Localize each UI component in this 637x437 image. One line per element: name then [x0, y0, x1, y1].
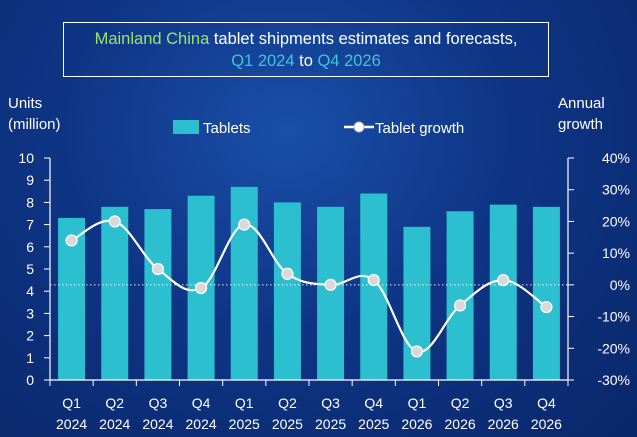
x-label-year: 2024 [99, 416, 130, 432]
growth-point-q2-2024 [108, 215, 121, 228]
x-label-quarter: Q4 [537, 395, 556, 411]
x-label-quarter: Q1 [408, 395, 427, 411]
bar-q4-2026 [532, 206, 560, 380]
right-tick-label: -30% [597, 372, 630, 388]
legend-line-label: Tablet growth [375, 120, 464, 137]
title-period-end: Q4 2026 [317, 52, 381, 70]
x-label-year: 2026 [445, 416, 476, 432]
x-label-quarter: Q2 [105, 395, 124, 411]
bar-q3-2024 [144, 209, 172, 380]
legend-bar-label: Tablets [203, 120, 251, 137]
axes: 0 1 2 3 4 5 6 7 8 9 10 -30% -20% -10% 0% 10% 20% 30% 40% [18, 150, 630, 388]
left-tick-label: 10 [18, 150, 34, 166]
x-label-quarter: Q2 [278, 395, 297, 411]
legend-line-marker [353, 121, 365, 133]
title-highlight-region: Mainland China [94, 30, 210, 48]
title-line-1: Mainland China tablet shipments estimate… [64, 28, 548, 50]
left-tick-label: 8 [26, 194, 34, 210]
bar-q3-2026 [489, 204, 517, 380]
right-tick-label: 40% [602, 150, 630, 166]
growth-point-q1-2024 [65, 234, 78, 247]
growth-point-q3-2026 [497, 274, 510, 287]
growth-point-q2-2026 [453, 299, 467, 312]
growth-point-q3-2025 [324, 278, 337, 291]
left-tick-label: 9 [26, 172, 34, 188]
x-label-quarter: Q1 [235, 395, 254, 411]
bar-q1-2025 [230, 186, 258, 380]
growth-point-q4-2026 [540, 300, 553, 314]
x-label-quarter: Q3 [149, 395, 168, 411]
title-text: tablet shipments estimates and forecasts… [209, 30, 518, 48]
title-connector: to [294, 52, 318, 70]
x-label-year: 2026 [488, 416, 519, 432]
growth-point-q1-2025 [238, 218, 251, 231]
x-label-quarter: Q3 [321, 395, 340, 411]
left-axis-label-line: (million) [8, 116, 61, 133]
left-tick-label: 4 [26, 283, 34, 299]
bar-q2-2025 [273, 202, 301, 380]
growth-point-q4-2024 [194, 281, 208, 295]
x-label-year: 2024 [56, 416, 87, 432]
x-label-year: 2025 [229, 416, 260, 432]
right-axis-label: Annual growth [558, 95, 605, 133]
left-tick-label: 3 [26, 305, 34, 321]
x-label-quarter: Q2 [451, 395, 470, 411]
left-tick-label: 6 [26, 239, 34, 255]
left-tick-label: 2 [26, 328, 34, 344]
left-tick-label: 7 [26, 217, 34, 233]
growth-point-q1-2026 [410, 345, 424, 358]
right-axis-label-line: Annual [558, 95, 605, 112]
growth-line [71, 219, 548, 353]
right-tick-label: 0% [610, 277, 630, 293]
left-axis-label: Units (million) [8, 95, 61, 133]
x-label-quarter: Q4 [192, 395, 211, 411]
x-label-year: 2024 [142, 416, 173, 432]
x-label-year: 2026 [401, 416, 432, 432]
growth-line-series [65, 215, 553, 358]
chart-title: Mainland China tablet shipments estimate… [63, 22, 549, 77]
x-label-quarter: Q3 [494, 395, 513, 411]
x-label-year: 2025 [272, 416, 303, 432]
x-label-year: 2026 [531, 416, 562, 432]
right-tick-label: 30% [602, 182, 630, 198]
left-tick-label: 5 [26, 261, 34, 277]
bar-q4-2025 [360, 193, 388, 380]
x-label-quarter: Q1 [62, 395, 81, 411]
right-tick-label: -20% [597, 340, 630, 356]
legend: Tablets Tablet growth [173, 120, 464, 137]
bar-q3-2025 [317, 206, 345, 380]
left-axis-label-line: Units [8, 95, 42, 112]
x-label-quarter: Q4 [364, 395, 383, 411]
right-tick-label: 20% [602, 213, 630, 229]
legend-bar-swatch [173, 120, 199, 134]
title-line-2: Q1 2024 to Q4 2026 [64, 50, 548, 72]
x-label-year: 2024 [186, 416, 217, 432]
title-period-start: Q1 2024 [231, 52, 295, 70]
growth-point-q2-2025 [281, 267, 294, 280]
bar-series [58, 186, 560, 380]
right-axis-label-line: growth [558, 116, 603, 133]
bar-q2-2024 [101, 206, 129, 380]
growth-point-q3-2024 [151, 262, 165, 276]
right-tick-label: -10% [597, 309, 630, 325]
right-tick-label: 10% [602, 245, 630, 261]
left-tick-label: 1 [26, 350, 34, 366]
bar-q2-2026 [446, 211, 474, 380]
growth-point-q4-2025 [367, 274, 380, 287]
x-axis-labels: Q1 2024 Q2 2024 Q3 2024 Q4 2024 Q1 2025 Q2 2025 Q3 20… [56, 395, 562, 432]
x-label-year: 2025 [358, 416, 389, 432]
left-tick-label: 0 [26, 372, 34, 388]
x-label-year: 2025 [315, 416, 346, 432]
